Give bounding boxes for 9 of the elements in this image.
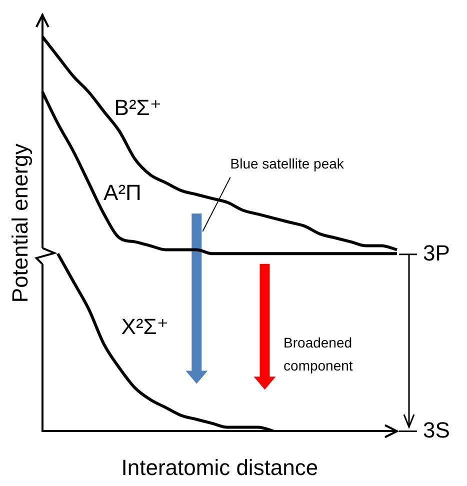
annotation: Blue satellite peak (230, 156, 345, 172)
text: 3S (423, 417, 450, 442)
series-label: B²Σ⁺ (114, 95, 162, 120)
annotation: Broadened component (284, 334, 353, 374)
text: 3P (423, 240, 450, 266)
series-label: A²Π (104, 180, 142, 205)
x-axis-title: Interatomic distance (121, 454, 318, 480)
series-label: X²Σ⁺ (121, 314, 169, 339)
y-axis-title: Potential energy (7, 144, 32, 303)
